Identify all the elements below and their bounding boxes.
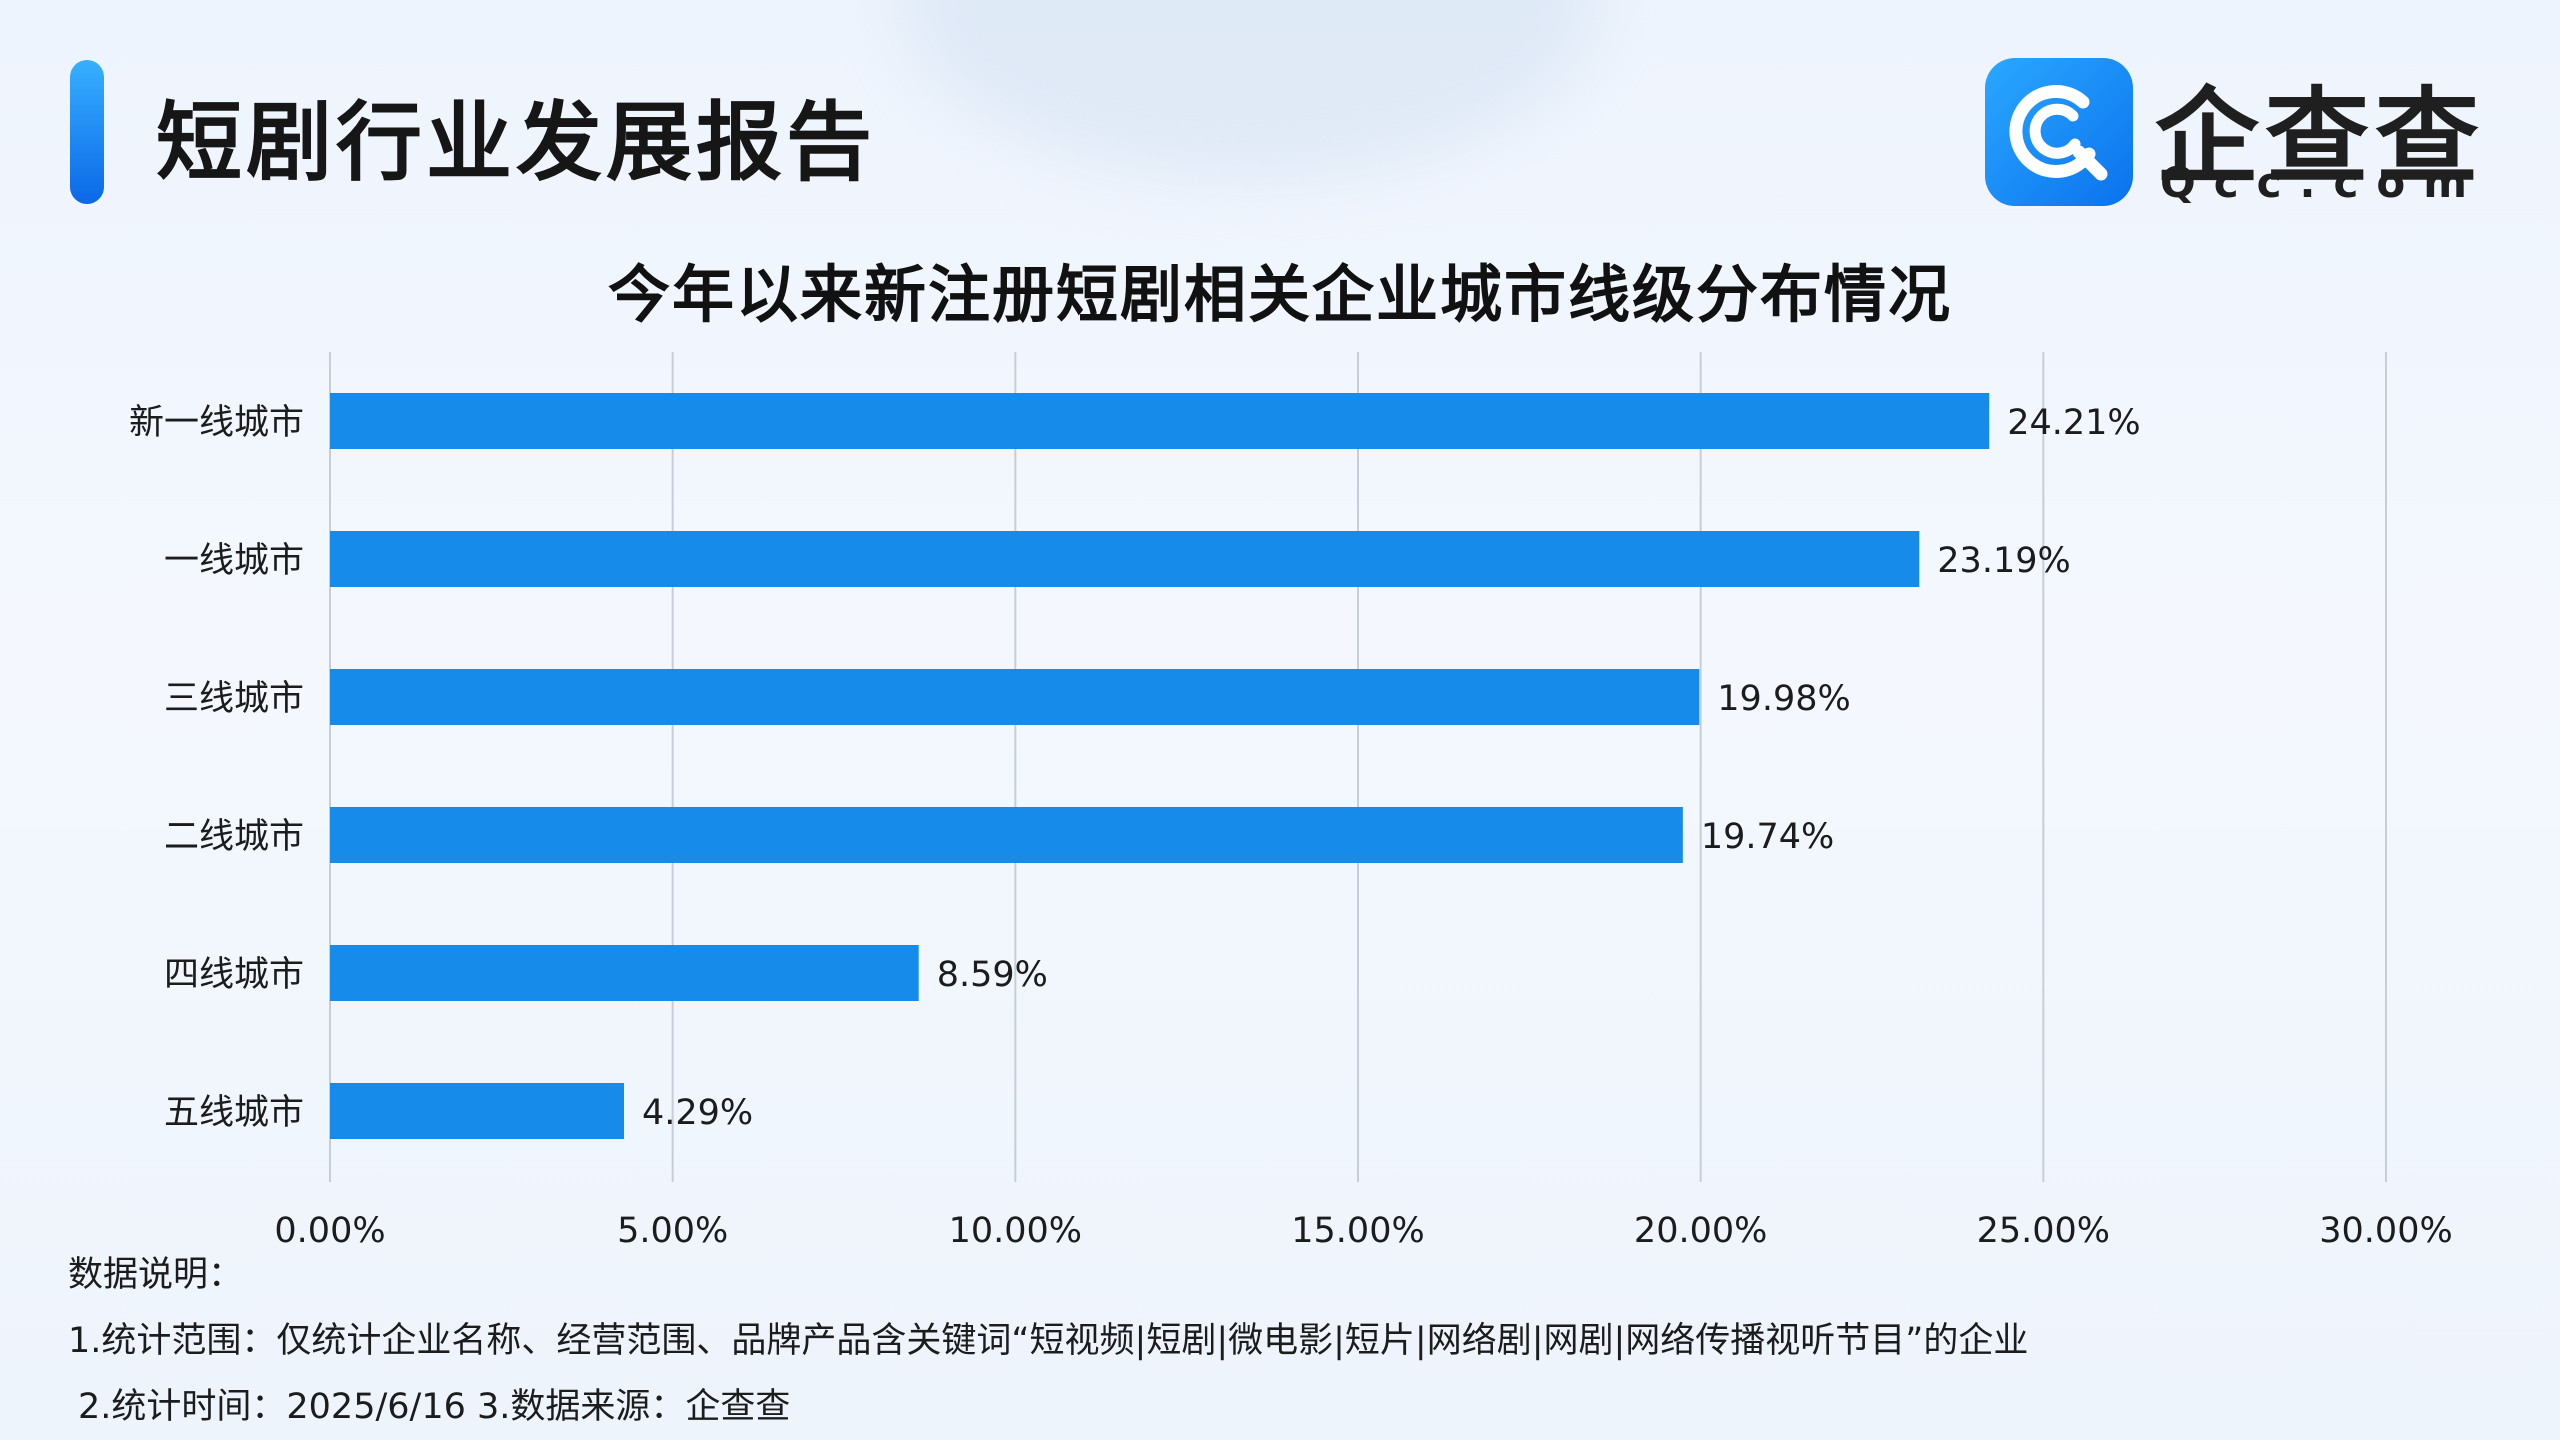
footnote-time-source: 2.统计时间：2025/6/16 3.数据来源：企查查 [78,1387,791,1427]
x-tick-label: 5.00% [617,1211,728,1251]
chart-title: 今年以来新注册短剧相关企业城市线级分布情况 [607,258,1952,331]
x-tick-label: 20.00% [1634,1211,1767,1251]
bar [330,807,1683,863]
category-label: 三线城市 [164,679,304,719]
bar [330,1083,625,1139]
value-label: 4.29% [642,1093,753,1133]
bar [330,669,1700,725]
title-accent-bar [70,60,104,204]
x-tick-label: 30.00% [2319,1211,2452,1251]
logo-mark-icon [2009,85,2108,181]
bar [330,945,919,1001]
value-label: 19.74% [1701,817,1834,857]
bar [330,393,1990,449]
category-label: 五线城市 [164,1093,304,1133]
bar-chart: 0.00% 5.00% 10.00% 15.00% 20.00% 25.00% 30.00%… [129,352,2453,1251]
value-label: 19.98% [1717,679,1850,719]
logo-domain: Qcc.com [2160,158,2485,207]
logo-wordmark: 企查查 [2155,76,2486,198]
bar [330,531,1920,587]
x-tick-label: 15.00% [1291,1211,1424,1251]
category-label: 一线城市 [164,541,304,581]
category-label: 新一线城市 [129,403,304,443]
x-tick-label: 10.00% [949,1211,1082,1251]
footnote-scope: 1.统计范围：仅统计企业名称、经营范围、品牌产品含关键词“短视频|短剧|微电影|… [68,1321,2029,1361]
value-label: 8.59% [937,955,1048,995]
qcc-logo-icon [1985,58,2133,206]
value-label: 23.19% [1937,541,2070,581]
footnote-heading: 数据说明： [68,1255,244,1295]
category-label: 二线城市 [164,817,304,857]
x-tick-label: 0.00% [274,1211,385,1251]
report-title: 短剧行业发展报告 [156,93,876,193]
value-label: 24.21% [2007,403,2140,443]
category-label: 四线城市 [164,955,304,995]
x-tick-label: 25.00% [1977,1211,2110,1251]
